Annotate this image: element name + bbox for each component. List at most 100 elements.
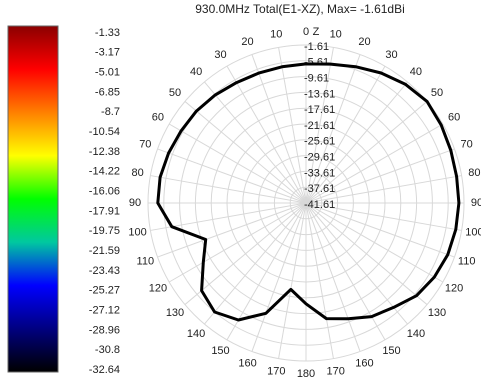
grid-spoke — [226, 65, 307, 204]
theta-tick-label: 160 — [238, 358, 256, 370]
theta-tick-label: 30 — [385, 49, 397, 61]
theta-tick-label: 180 — [297, 368, 315, 380]
grid-spoke — [305, 148, 455, 204]
r-tick-label: -25.61 — [304, 136, 335, 148]
theta-tick-label: 140 — [407, 328, 425, 340]
theta-tick-label: 140 — [187, 328, 205, 340]
theta-tick-label: 50 — [431, 87, 443, 99]
colorbar-label: -25.27 — [89, 285, 120, 297]
pattern-line — [156, 62, 461, 322]
colorbar-label: -32.64 — [89, 364, 120, 376]
theta-tick-label: 120 — [445, 282, 463, 294]
grid-spoke — [305, 47, 334, 204]
theta-tick-label: 170 — [267, 365, 285, 377]
grid-spoke — [157, 148, 307, 204]
r-tick-label: -9.61 — [304, 73, 329, 85]
colorbar-label: -19.75 — [89, 225, 120, 237]
grid-spoke — [157, 202, 307, 258]
grid-spoke — [305, 101, 428, 204]
grid-spoke — [251, 54, 307, 204]
theta-tick-label: 130 — [428, 307, 446, 319]
theta-tick-label: 40 — [410, 66, 422, 78]
theta-tick-label: 50 — [169, 87, 181, 99]
grid-spoke — [305, 65, 386, 204]
grid-spoke — [305, 81, 408, 204]
colorbar-label: -17.91 — [89, 205, 120, 217]
theta-tick-label: 20 — [358, 36, 370, 48]
colorbar-label: -28.96 — [89, 324, 120, 336]
grid-spoke — [251, 202, 307, 352]
theta-tick-label: 130 — [166, 307, 184, 319]
colorbar-label: -14.22 — [89, 166, 120, 178]
theta-tick-label: 110 — [458, 255, 476, 267]
theta-tick-label: 60 — [448, 111, 460, 123]
theta-tick-label: 80 — [468, 167, 480, 179]
theta-tick-label: 120 — [149, 282, 167, 294]
r-tick-label: -21.61 — [304, 120, 335, 132]
grid-spoke — [204, 81, 307, 204]
grid-spoke — [204, 202, 307, 325]
grid-spoke — [305, 202, 408, 325]
theta-tick-label: 70 — [139, 138, 151, 150]
grid-spoke — [150, 202, 307, 231]
colorbar-label: -6.85 — [95, 86, 120, 98]
theta-tick-label: 30 — [214, 49, 226, 61]
grid-spoke — [305, 175, 462, 204]
r-tick-label: -13.61 — [304, 88, 335, 100]
theta-tick-label: 90 — [471, 197, 481, 209]
grid-spoke — [305, 202, 361, 352]
theta-tick-label: 170 — [327, 365, 345, 377]
grid-spoke — [305, 202, 428, 305]
grid-spoke — [305, 202, 462, 231]
colorbar-label: -27.12 — [89, 304, 120, 316]
grid-spoke — [305, 54, 361, 204]
colorbar-label: -16.06 — [89, 185, 120, 197]
theta-tick-label: 0 — [303, 26, 309, 38]
colorbar-label: -12.38 — [89, 146, 120, 158]
theta-tick-label: 90 — [129, 197, 141, 209]
theta-tick-label: 40 — [190, 66, 202, 78]
theta-tick-label: 70 — [461, 138, 473, 150]
theta-tick-label: 100 — [128, 227, 146, 239]
colorbar-label: -23.43 — [89, 265, 120, 277]
colorbar-label: -1.33 — [95, 27, 120, 39]
colorbar-label: -10.54 — [89, 126, 120, 138]
theta-tick-label: 60 — [152, 111, 164, 123]
theta-tick-label: 150 — [211, 345, 229, 357]
colorbar-label: -8.7 — [101, 106, 120, 118]
colorbar-label: -5.01 — [95, 67, 120, 79]
grid-spoke — [150, 175, 307, 204]
r-tick-label: -17.61 — [304, 104, 335, 116]
theta-tick-label: 160 — [355, 358, 373, 370]
grid-spoke — [305, 123, 444, 204]
theta-tick-label: 10 — [330, 29, 342, 41]
theta-tick-label: 80 — [131, 167, 143, 179]
grid-spoke — [305, 202, 444, 283]
grid-spoke — [305, 202, 455, 258]
theta-tick-label: 100 — [465, 227, 481, 239]
colorbar-label: -3.17 — [95, 47, 120, 59]
r-tick-label: -33.61 — [304, 167, 335, 179]
r-tick-label: -41.61 — [304, 199, 335, 211]
grid-spoke — [168, 202, 307, 283]
grid-spoke — [184, 202, 307, 305]
grid-spoke — [278, 47, 307, 204]
colorbar-label: -21.59 — [89, 245, 120, 257]
r-tick-label: -29.61 — [304, 152, 335, 164]
colorbar-label: -30.8 — [95, 344, 120, 356]
r-tick-label: -1.61 — [304, 41, 329, 53]
colorbar — [7, 25, 59, 373]
theta-tick-label: 150 — [382, 345, 400, 357]
r-tick-label: -37.61 — [304, 183, 335, 195]
grid-spoke — [168, 123, 307, 204]
theta-tick-label: 20 — [241, 36, 253, 48]
grid-spoke — [184, 101, 307, 204]
axis-label: Z — [313, 26, 320, 38]
grid-spoke — [305, 202, 334, 359]
theta-tick-label: 110 — [137, 255, 155, 267]
grid-spoke — [226, 202, 307, 341]
chart-title: 930.0MHz Total(E1-XZ), Max= -1.61dBi — [195, 2, 405, 16]
grid-spoke — [278, 202, 307, 359]
theta-tick-label: 10 — [270, 29, 282, 41]
